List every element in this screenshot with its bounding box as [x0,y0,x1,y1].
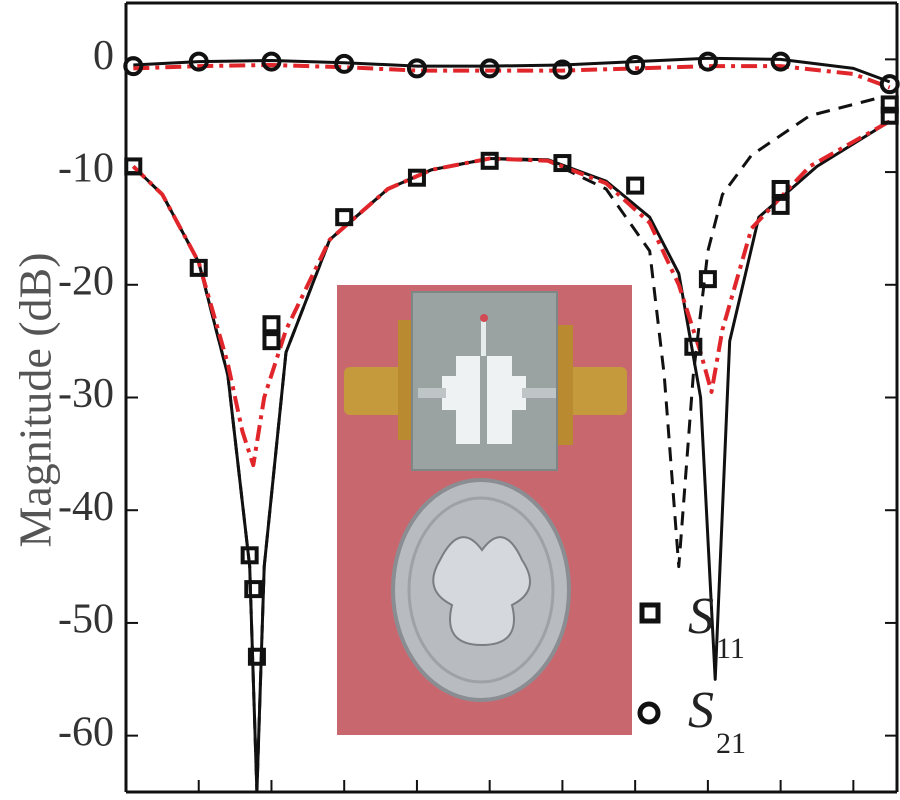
series-line-S11-measured-red [131,119,891,468]
marker-square [247,647,266,666]
y-tick-label: -50 [58,597,114,643]
marker-square [244,580,263,599]
x-ticks [125,780,855,792]
series-line-S21-simulated [133,56,891,84]
marker-circle [123,56,144,77]
patch-slot [480,356,487,444]
y-tick-label: -40 [58,484,114,530]
coin-inner-ring [407,496,555,684]
legend-subscript-s21: 21 [716,727,746,760]
marker-square [240,546,259,565]
marker-square [880,95,899,114]
marker-square [880,106,899,125]
right-connector [563,367,627,415]
marker-circle [334,53,355,74]
legend-subscript-s11: 11 [716,632,745,665]
marker-square [262,315,281,334]
left-feed-pin [418,388,446,398]
legend-marker-s21 [637,701,661,725]
via-dot [480,314,488,322]
y-tick-label: 0 [93,33,114,79]
inset-photo [337,285,632,735]
feed-line [481,316,486,356]
marker-square [771,196,790,215]
marks [123,51,900,666]
y-axis-title: Magnitude (dB) [10,252,61,547]
marker-circle [261,51,282,72]
y-tick-label: -20 [58,258,114,304]
right-feed-pin [522,388,556,398]
marker-circle [770,51,791,72]
marker-square [626,176,645,195]
y-ticks: 0 -10 -20 -30 -40 -50 -60 [58,33,897,755]
marker-circle [552,59,573,80]
y-tick-label: -30 [58,371,114,417]
marker-square [553,154,572,173]
marker-circle [479,58,500,79]
marker-square [407,168,426,187]
curves [131,56,891,794]
marker-square [124,157,143,176]
legend-label-s21: S [688,682,714,739]
y-tick-label: -60 [58,709,114,755]
legend-marker-s11 [639,602,661,624]
y-tick-label: -10 [58,146,114,192]
marker-circle [625,54,646,75]
marker-square [684,337,703,356]
legend-label-s11: S [688,588,714,645]
marker-circle [697,51,718,72]
marker-square [335,208,354,227]
coin-flower-relief [432,536,531,647]
marker-circle [879,74,900,95]
left-connector [344,367,412,415]
series-line-S21-measured-red [133,63,891,90]
marker-square [480,151,499,170]
marker-square [698,270,717,289]
marker-circle [188,51,209,72]
marker-square [189,258,208,277]
marker-square [771,179,790,198]
legend: S 11 S 21 [637,588,746,760]
marker-circle [406,58,427,79]
marker-square [262,332,281,351]
